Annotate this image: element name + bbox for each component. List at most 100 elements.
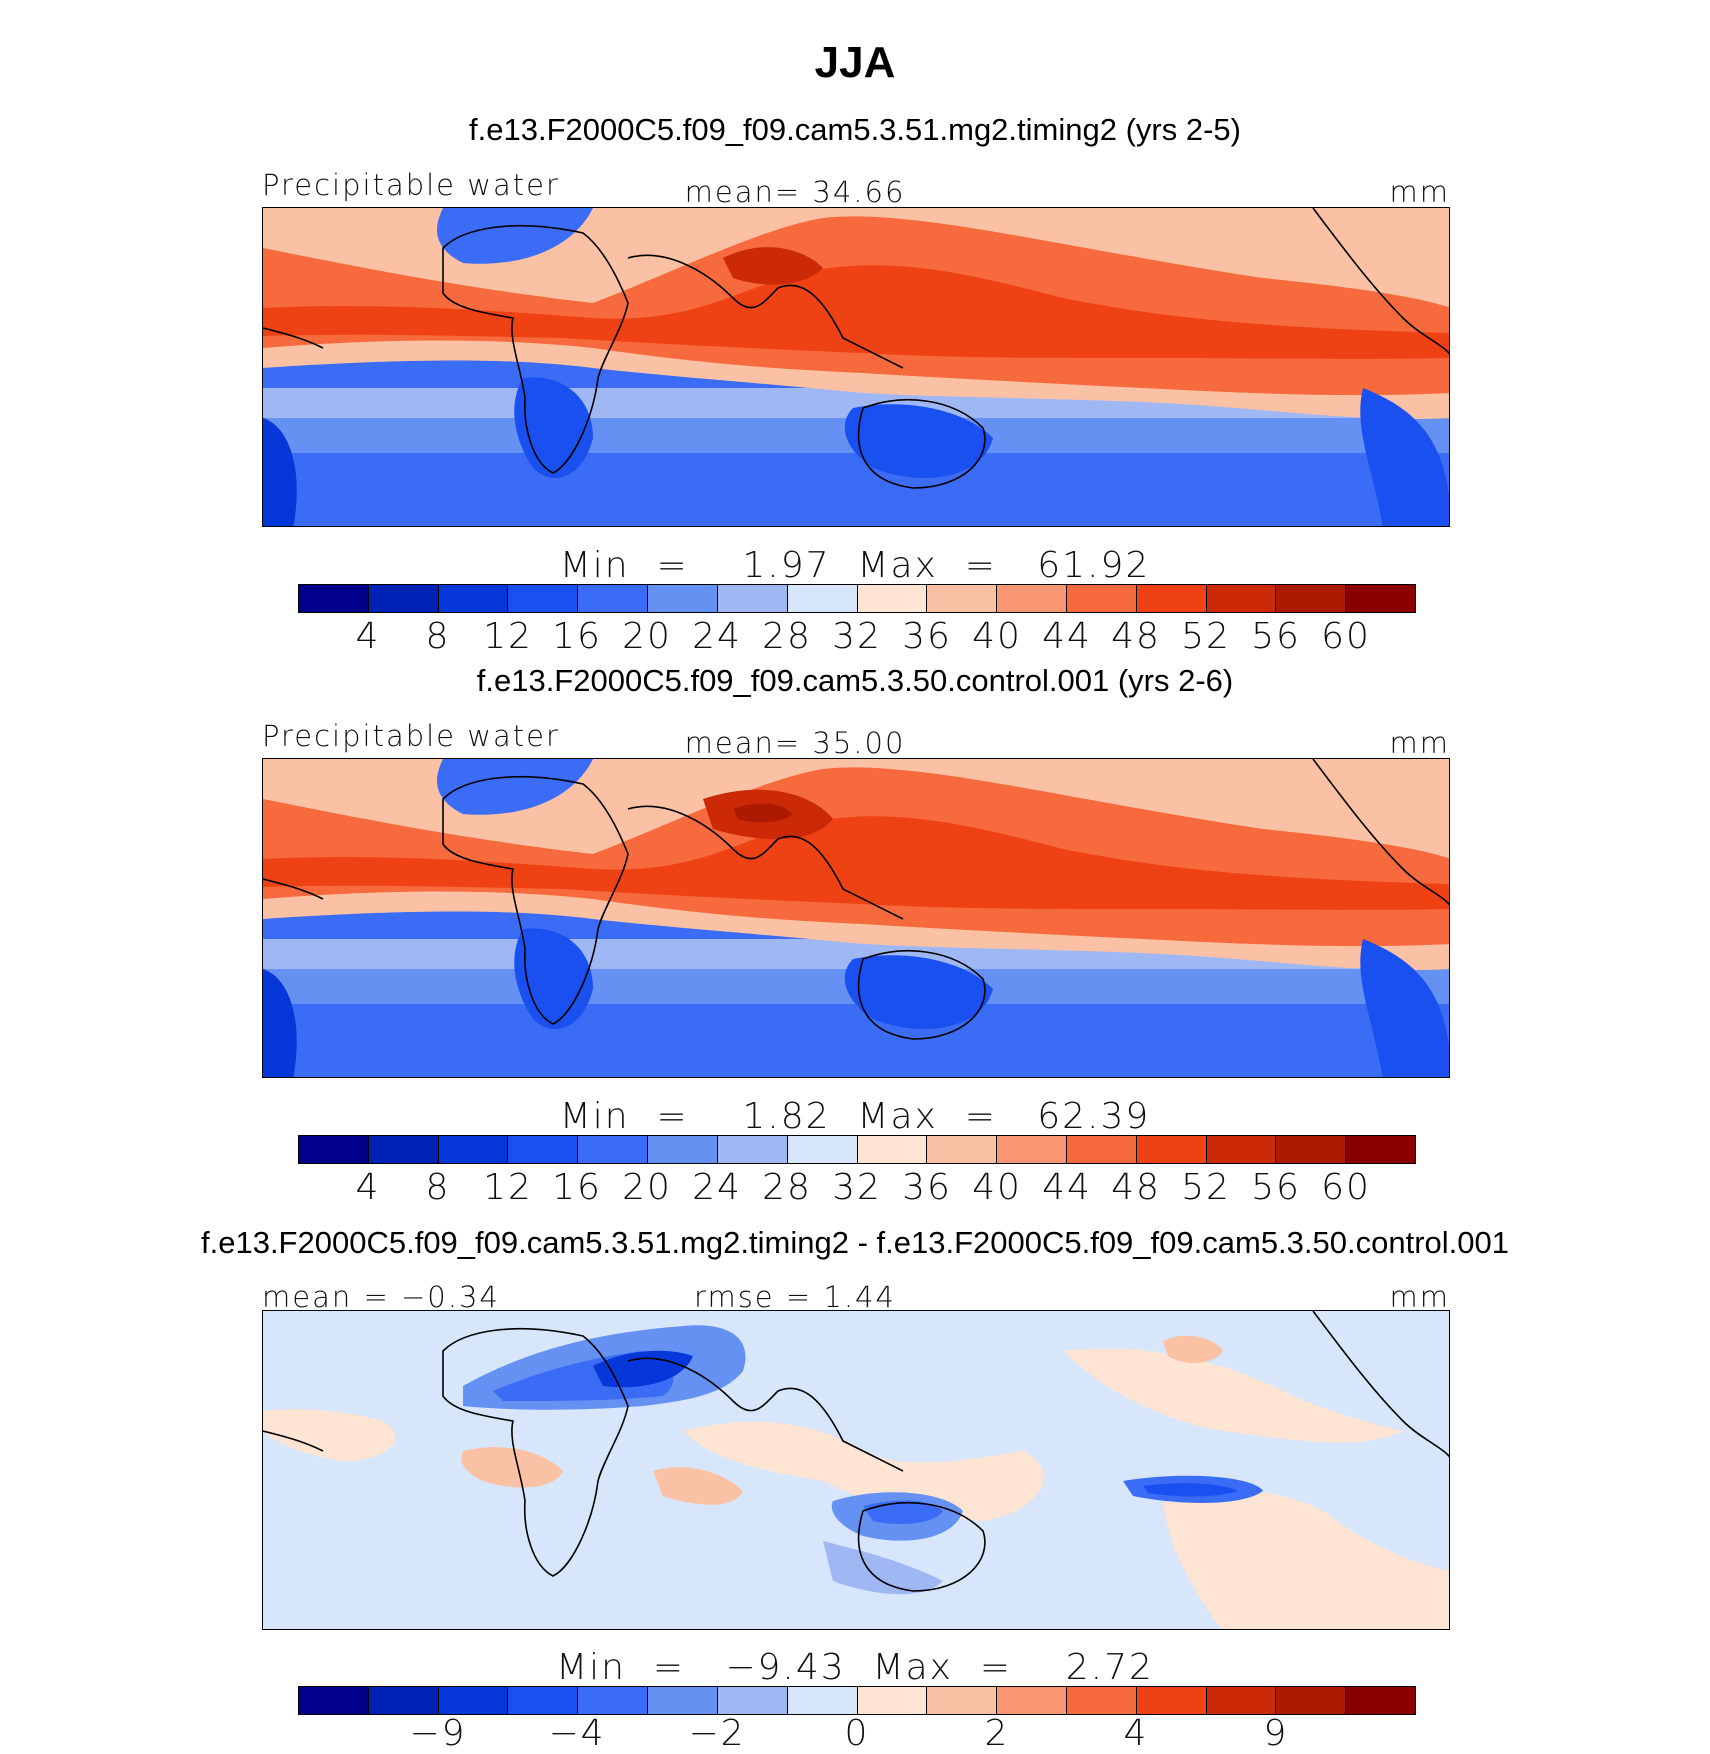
field-dry-east-pacific xyxy=(1360,939,1449,1077)
colorbar-label: 56 xyxy=(1251,1167,1301,1208)
coastline-africa xyxy=(442,225,629,474)
coastline-africa xyxy=(442,776,629,1025)
panel-1-variable-label: Precipitable water xyxy=(262,168,560,202)
colorbar-box xyxy=(299,1687,369,1714)
colorbar-label: 28 xyxy=(762,1167,812,1208)
colorbar-box xyxy=(578,1136,649,1163)
colorbar-box xyxy=(857,1687,928,1714)
colorbar-box xyxy=(1066,585,1137,612)
panel-2-colorbar-labels: 4 8 12 16 20 24 28 32 36 40 44 48 52 56 … xyxy=(298,1167,1416,1208)
colorbar-box xyxy=(1066,1687,1137,1714)
colorbar-label: 20 xyxy=(622,616,672,657)
field-dry-australia xyxy=(844,404,993,478)
colorbar-box xyxy=(438,1136,509,1163)
coastline-asia xyxy=(627,1357,904,1472)
panel-2-units-label: mm xyxy=(1389,726,1450,760)
colorbar-box xyxy=(1276,1136,1347,1163)
colorbar-box xyxy=(927,585,998,612)
colorbar-box xyxy=(1136,1687,1207,1714)
colorbar-label: −2 xyxy=(688,1713,746,1754)
colorbar-label: 36 xyxy=(902,1167,952,1208)
panel-1-minmax: Min = 1.97 Max = 61.92 xyxy=(559,545,1151,586)
colorbar-label: 48 xyxy=(1111,1167,1161,1208)
panel-1-colorbar xyxy=(298,584,1416,613)
colorbar-label: 56 xyxy=(1251,616,1301,657)
colorbar-label: 12 xyxy=(483,616,533,657)
colorbar-box xyxy=(1276,1687,1347,1714)
panel-3-minmax: Min = −9.43 Max = 2.72 xyxy=(556,1647,1154,1688)
colorbar-box xyxy=(1206,1687,1277,1714)
colorbar-box xyxy=(578,585,649,612)
colorbar-label: 24 xyxy=(692,1167,742,1208)
coastline-australia xyxy=(857,1502,986,1592)
field-dry-east-pacific xyxy=(1360,388,1449,526)
colorbar-label: 52 xyxy=(1181,1167,1231,1208)
colorbar-label: 32 xyxy=(832,616,882,657)
coastline-africa xyxy=(442,1328,629,1577)
panel-1-units-label: mm xyxy=(1389,175,1450,209)
colorbar-box xyxy=(648,1687,718,1714)
colorbar-box xyxy=(578,1687,649,1714)
colorbar-box xyxy=(1136,1136,1207,1163)
panel-2-map-svg xyxy=(263,759,1449,1077)
coastlines xyxy=(263,759,1449,1040)
field-monsoon-core xyxy=(723,247,823,285)
panel-1-colorbar-labels: 4 8 12 16 20 24 28 32 36 40 44 48 52 56 … xyxy=(298,616,1416,657)
coastline-asia xyxy=(627,805,904,920)
field-negative-anomaly-max xyxy=(1143,1483,1238,1497)
colorbar-box xyxy=(299,1136,369,1163)
field-negative-anomaly-max xyxy=(593,1350,693,1388)
colorbar-box xyxy=(717,585,788,612)
panel-2-map xyxy=(262,758,1450,1078)
colorbar-box xyxy=(997,585,1067,612)
figure-title: JJA xyxy=(814,38,896,87)
colorbar-box xyxy=(927,1687,998,1714)
colorbar-box xyxy=(648,1136,718,1163)
coastline-americas xyxy=(1312,759,1449,906)
colorbar-box xyxy=(368,1687,439,1714)
panel-2-variable-label: Precipitable water xyxy=(262,719,560,753)
field-positive-anomaly-strong xyxy=(461,1447,563,1488)
colorbar-label: 12 xyxy=(483,1167,533,1208)
colorbar-box xyxy=(997,1136,1067,1163)
field-dry-sahara xyxy=(437,759,593,815)
colorbar-box xyxy=(717,1687,788,1714)
colorbar-label: 24 xyxy=(692,616,742,657)
colorbar-box xyxy=(927,1136,998,1163)
colorbar-box xyxy=(508,1136,579,1163)
colorbar-box xyxy=(508,1687,579,1714)
panel-2-mean-label: mean= 35.00 xyxy=(684,726,906,760)
colorbar-label: 40 xyxy=(972,616,1022,657)
field-dry-south-america xyxy=(263,969,297,1077)
colorbar-box xyxy=(1346,1136,1415,1163)
colorbar-label: 60 xyxy=(1321,1167,1371,1208)
colorbar-box xyxy=(1136,585,1207,612)
field-positive-anomaly xyxy=(263,1409,396,1461)
panel-3-colorbar xyxy=(298,1686,1416,1715)
colorbar-label: 4 xyxy=(355,1167,381,1208)
coastline-brazil xyxy=(263,878,324,900)
colorbar-box xyxy=(1276,585,1347,612)
panel-2-colorbar xyxy=(298,1135,1416,1164)
panel-3-mean-label: mean = −0.34 xyxy=(262,1280,500,1314)
colorbar-box xyxy=(1206,1136,1277,1163)
colorbar-label: 32 xyxy=(832,1167,882,1208)
panel-3-rmse-label: rmse = 1.44 xyxy=(694,1280,896,1314)
colorbar-label: 0 xyxy=(844,1713,870,1754)
colorbar-box xyxy=(787,1687,858,1714)
colorbar-box xyxy=(438,585,509,612)
field-positive-anomaly xyxy=(683,1421,1044,1521)
colorbar-label: 4 xyxy=(1123,1713,1149,1754)
field-positive-anomaly-strong xyxy=(653,1467,743,1505)
panel-1-map-svg xyxy=(263,208,1449,526)
colorbar-label: −4 xyxy=(548,1713,606,1754)
colorbar-box xyxy=(368,585,439,612)
colorbar-label: −9 xyxy=(409,1713,467,1754)
coastline-americas xyxy=(1312,208,1449,355)
colorbar-label: 16 xyxy=(552,616,602,657)
panel-1-case-title: f.e13.F2000C5.f09_f09.cam5.3.51.mg2.timi… xyxy=(469,112,1241,147)
colorbar-label: 8 xyxy=(425,616,451,657)
colorbar-label: 28 xyxy=(762,616,812,657)
colorbar-box xyxy=(438,1687,509,1714)
colorbar-box xyxy=(299,585,369,612)
